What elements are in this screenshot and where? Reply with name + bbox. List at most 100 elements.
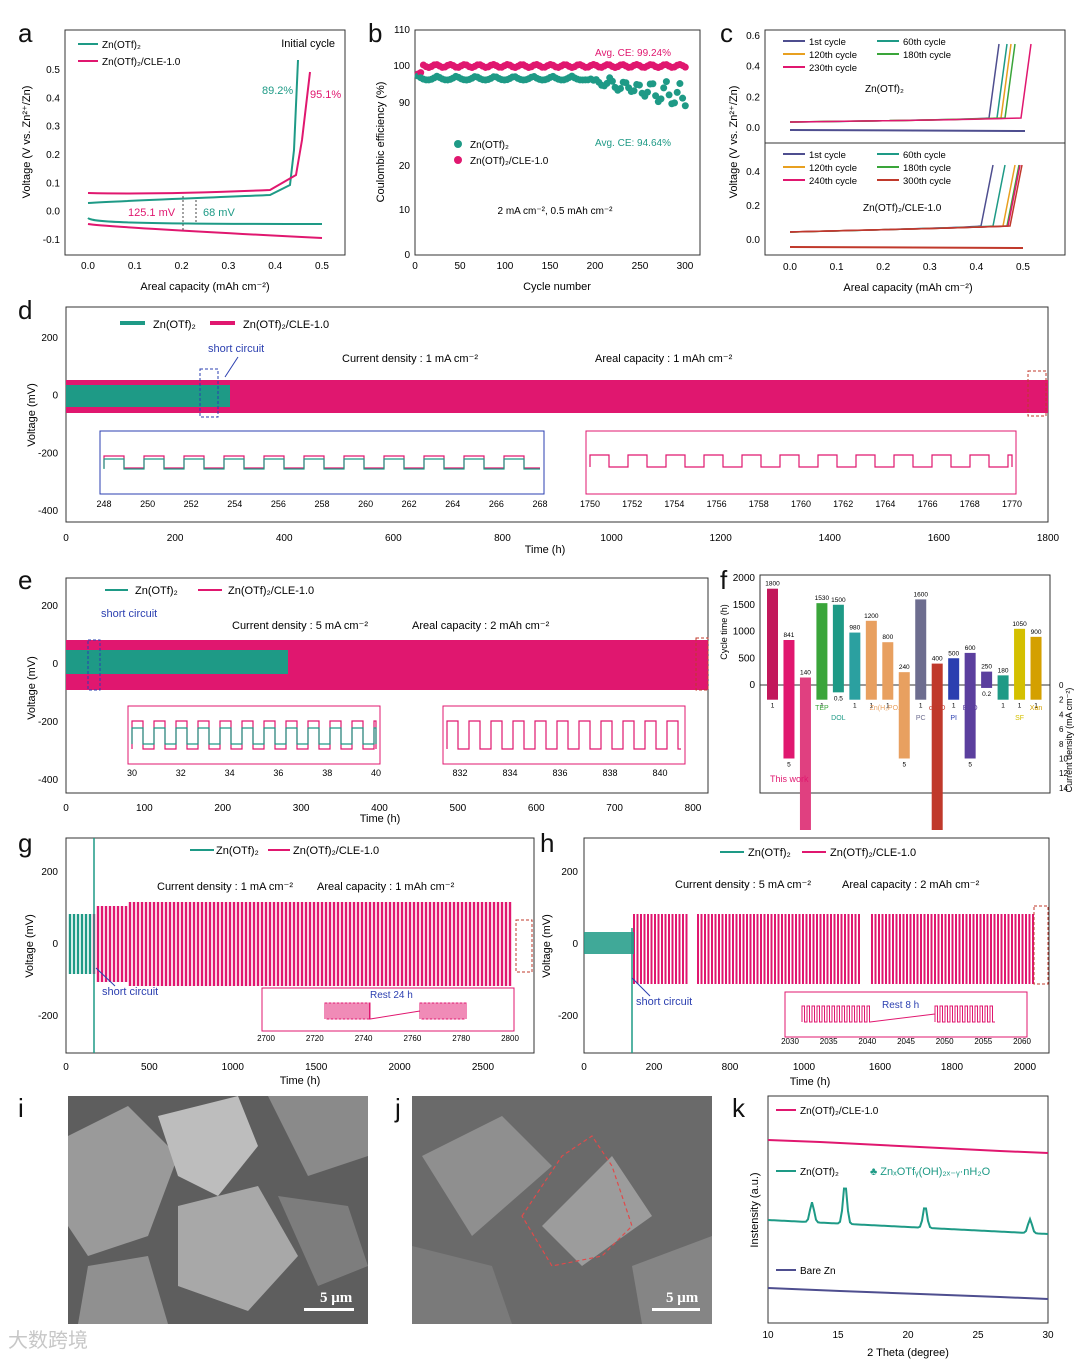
y-tick-label: 1500 [733,600,756,611]
f-cycle-label: 1600 [914,591,929,598]
h-xlabel: Time (h) [790,1076,831,1088]
legend-entry: 180th cycle [903,163,951,174]
ce-point-otf [673,88,681,96]
x-tick-label: 2035 [820,1037,838,1046]
f-electrolyte-name: Zn(H₂PO₄)₂ [870,705,907,712]
y2-tick-label: 0 [1059,681,1064,690]
x-tick-label: 0.1 [128,261,142,272]
x-tick-label: 1800 [941,1062,964,1073]
y-tick-label: 110 [394,25,410,36]
a-legend-teal: Zn(OTf)₂ [102,40,141,51]
f-current-bar [981,685,993,688]
k-series-bare: Bare Zn [800,1266,836,1277]
y-tick-label: 0.0 [746,123,760,134]
x-tick-label: 50 [454,261,466,272]
ce-point-otf [657,95,665,103]
h-ylabel: Voltage (mV) [541,914,553,978]
f-current-label: 1 [771,703,775,710]
ce-point-otf [679,94,687,102]
ce-point-otf [644,88,651,96]
panel-h: h -200 0 200 0 200 800 1000 1600 1800 2000 Zn(OTf… [540,828,1080,1093]
x-tick-label: 2060 [1013,1037,1031,1046]
x-tick-label: 40 [371,768,381,778]
a-ann-teal-op: 68 mV [203,207,235,219]
panel-c: c 0.6 0.4 0.2 0.0 0.0 0.2 0.4 0.0 0.1 0.2 0.3 0.4 0.… [715,0,1080,300]
x-tick-label: 0.0 [81,261,95,272]
x-tick-label: 0.4 [969,262,983,273]
x-tick-label: 1758 [749,499,769,509]
x-tick-label: 25 [972,1330,984,1341]
c-bot-name: Zn(OTf)₂/CLE-1.0 [863,203,942,214]
watermark-text: 大数跨境 [8,1328,88,1352]
c-xlabel: Areal capacity (mAh cm⁻²) [843,282,972,294]
y2-tick-label: 6 [1059,725,1064,734]
panel-label-a: a [18,18,33,48]
ce-point-cle [417,69,425,77]
h-cond1: Current density : 5 mA cm⁻² [675,879,811,891]
x-tick-label: 1600 [869,1062,892,1073]
y2-tick-label: 4 [1059,710,1064,719]
x-tick-label: 838 [602,768,617,778]
x-tick-label: 30 [127,768,137,778]
f-current-label: 5 [787,762,791,769]
x-tick-label: 1770 [1002,499,1022,509]
c-top-curve [789,43,1032,123]
x-tick-label: 2000 [1014,1062,1037,1073]
ce-point-cle [681,63,689,71]
x-tick-label: 1000 [793,1062,816,1073]
legend-entry: 180th cycle [903,50,951,61]
d-cond1: Current density : 1 mA cm⁻² [342,353,478,365]
y-tick-label: 500 [738,653,755,664]
x-tick-label: 2500 [472,1062,495,1073]
ce-point-otf [630,87,638,95]
x-tick-label: 836 [552,768,567,778]
f-cycle-label: 1050 [1012,621,1027,628]
y-tick-label: -200 [558,1011,578,1022]
f-cycle-bar [783,640,795,685]
x-tick-label: 0.3 [221,261,235,272]
f-current-label: 1 [919,703,923,710]
y-tick-label: 0 [749,680,755,691]
x-tick-label: 254 [227,499,242,509]
x-tick-label: 266 [489,499,504,509]
x-tick-label: 1766 [918,499,938,509]
f-cycle-bar [799,677,811,685]
panel-k: k 10 15 20 25 30 Zn(OTf)₂/CLE-1.0 Zn(OTf)₂ ♣… [720,1090,1080,1363]
f-current-bar [799,685,811,832]
f-current-label: 1 [1001,703,1005,710]
y-tick-label: 100 [393,61,410,72]
chart-a: 0.5 0.4 0.3 0.2 0.1 0.0 -0.1 0.0 0.1 0.2 0.3 0.4 0.5… [21,29,346,293]
f-cycle-label: 841 [784,632,795,639]
y-tick-label: -0.1 [43,235,61,246]
x-tick-label: 250 [632,261,649,272]
f-ylabel-left: Cycle time (h) [719,604,729,660]
y-tick-label: 200 [561,867,578,878]
y-tick-label: 1000 [733,627,756,638]
d-cond2: Areal capacity : 1 mAh cm⁻² [595,353,733,365]
x-tick-label: 0 [581,1062,587,1073]
f-cycle-label: 500 [948,650,959,657]
x-tick-label: 400 [371,803,388,814]
f-cycle-label: 1500 [831,597,846,604]
g-xlabel: Time (h) [280,1075,321,1087]
y-tick-label: 200 [41,333,58,344]
x-tick-label: 0.5 [315,261,329,272]
x-tick-label: 38 [322,768,332,778]
y2-tick-label: 14 [1059,784,1068,793]
f-cycle-bar [997,675,1009,685]
x-tick-label: 258 [314,499,329,509]
f-current-bar [997,685,1009,700]
panel-label-b: b [368,18,383,48]
a-teal-charge [87,59,299,204]
e-cond2: Areal capacity : 2 mAh cm⁻² [412,620,550,632]
x-tick-label: 2050 [936,1037,954,1046]
panel-label-e: e [18,565,33,595]
f-current-label: 0.2 [982,691,991,698]
f-current-bar [882,685,894,700]
x-tick-label: 1762 [833,499,853,509]
x-tick-label: 262 [402,499,417,509]
x-tick-label: 2760 [404,1034,422,1043]
f-electrolyte-name: DOL [831,715,846,722]
x-tick-label: 1750 [580,499,600,509]
